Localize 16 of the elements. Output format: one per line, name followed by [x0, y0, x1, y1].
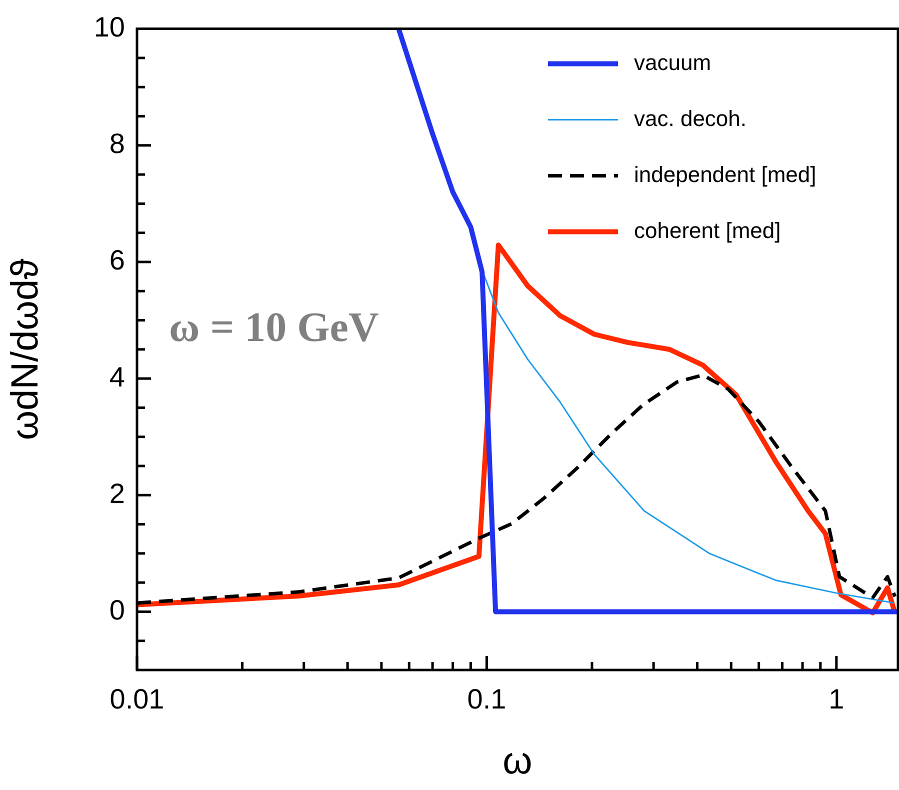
- x-tick-label: 0.1: [467, 684, 506, 715]
- legend-label: vacuum: [634, 50, 712, 75]
- y-tick-label: 8: [109, 128, 125, 160]
- legend-label: vac. decoh.: [634, 106, 747, 131]
- y-axis-title: ωdN/dωdϑ: [4, 258, 46, 440]
- y-tick-label: 10: [94, 12, 125, 43]
- annotation: ω = 10 GeV: [169, 305, 379, 352]
- x-axis-title: ω: [502, 740, 532, 783]
- y-tick-label: 4: [109, 361, 125, 392]
- y-tick-label: 0: [109, 594, 125, 626]
- y-tick-label: 2: [109, 478, 125, 509]
- x-tick-label: 1: [828, 684, 844, 715]
- legend-label: independent [med]: [634, 162, 816, 187]
- x-tick-label: 0.01: [110, 684, 164, 715]
- legend-label: coherent [med]: [634, 218, 781, 243]
- y-tick-label: 6: [109, 244, 125, 276]
